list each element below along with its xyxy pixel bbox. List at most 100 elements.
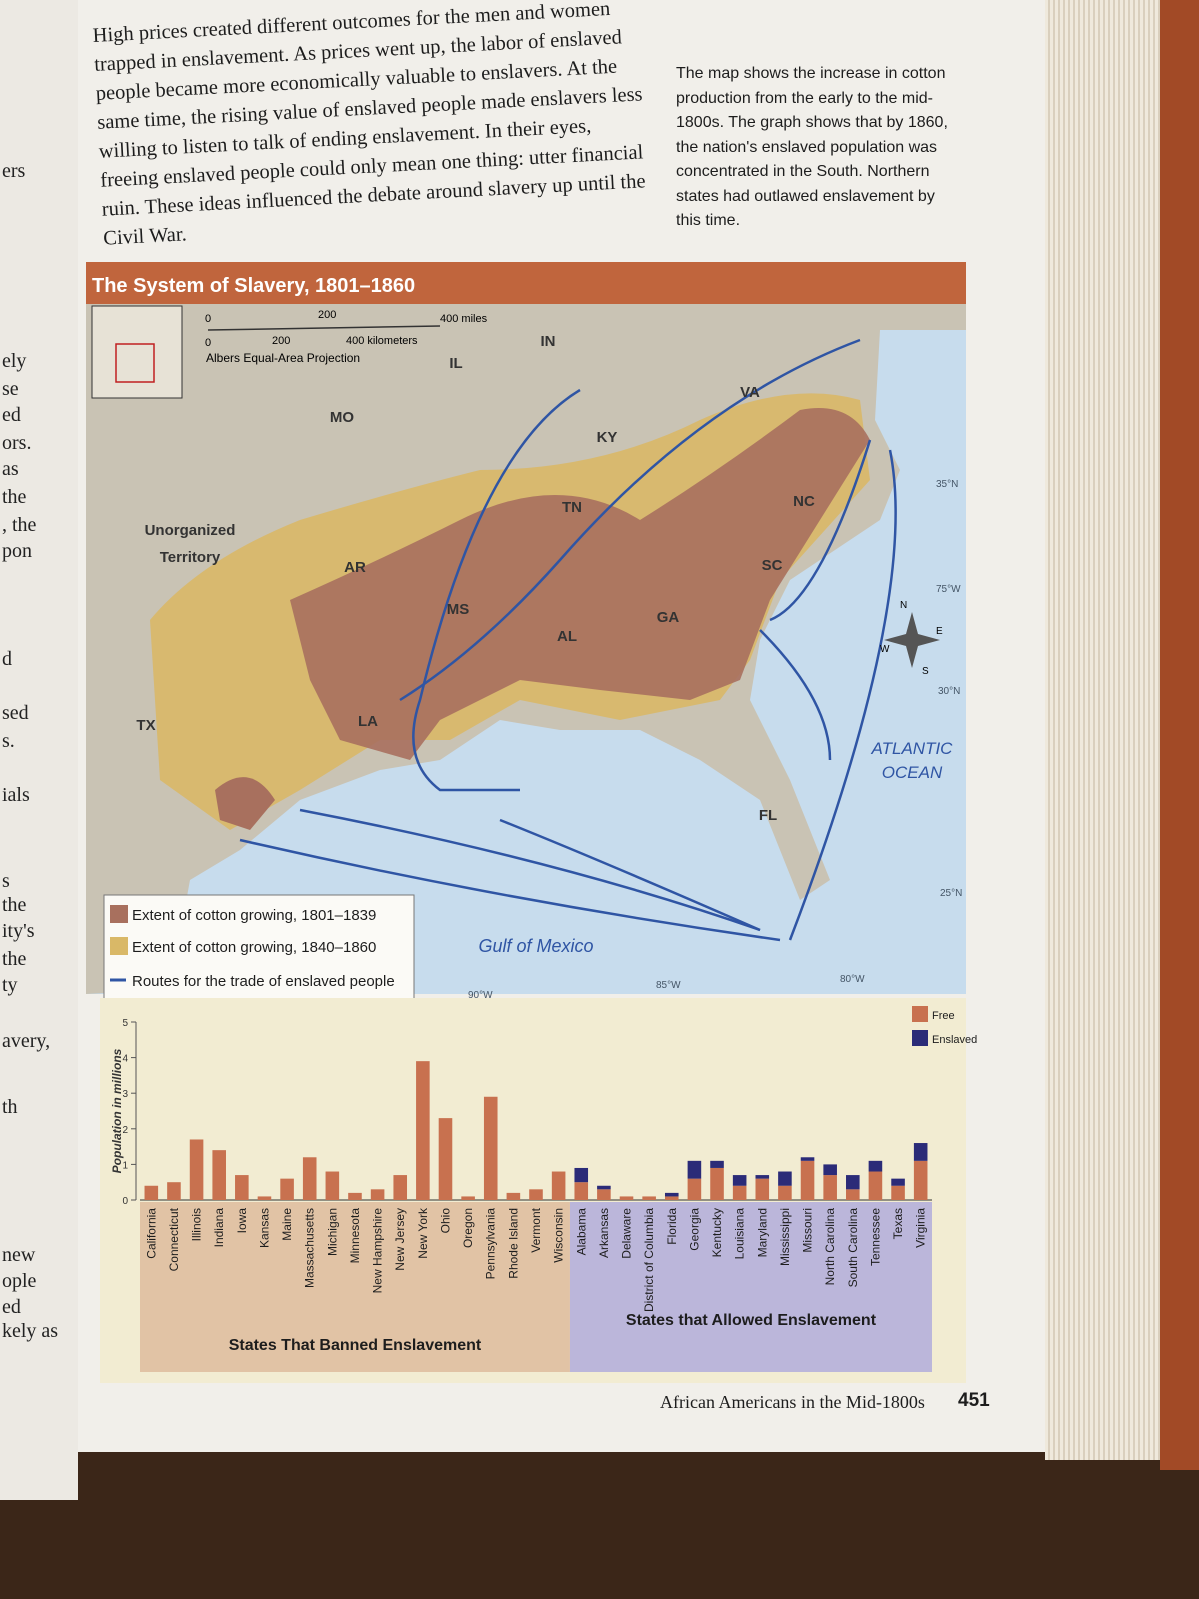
- left-page-fragment: new: [2, 1244, 36, 1266]
- left-page-fragment: ople: [2, 1270, 37, 1292]
- bar-segment: [868, 1160, 883, 1172]
- x-tick-label: Georgia: [687, 1208, 701, 1251]
- book-cover: [1160, 0, 1199, 1470]
- bar-segment: [778, 1185, 792, 1200]
- bar-segment: [642, 1196, 656, 1200]
- bar-segment: [551, 1171, 566, 1200]
- state-label: TX: [136, 717, 155, 734]
- state-label: IL: [449, 355, 462, 372]
- state-label: AL: [557, 628, 577, 645]
- left-page: ers ely se ed ors. as the, the pon d sed s. ials s th…: [0, 0, 78, 1500]
- bar-segment: [619, 1196, 634, 1200]
- bar-segment: [574, 1167, 589, 1183]
- left-page-fragment: the: [2, 948, 27, 970]
- x-tick-label: New York: [416, 1207, 430, 1259]
- state-label: FL: [759, 807, 777, 824]
- bar-segment: [416, 1061, 430, 1200]
- y-tick-label: 3: [122, 1089, 128, 1100]
- trade-routes: [239, 338, 897, 942]
- x-tick-label: Florida: [665, 1208, 679, 1245]
- x-tick-label: Tennessee: [868, 1208, 882, 1266]
- graticule-label: 30°N: [938, 686, 960, 697]
- inset-map: [91, 305, 183, 399]
- legend-box: [912, 1006, 928, 1022]
- x-tick-label: Pennsylvania: [484, 1208, 498, 1280]
- cotton-1801-1839: [290, 408, 870, 760]
- bar-segment: [235, 1175, 249, 1200]
- y-tick-label: 0: [122, 1196, 128, 1207]
- map-legend: [103, 894, 415, 1004]
- x-tick-label: Indiana: [212, 1208, 226, 1248]
- legend-swatch: [110, 937, 128, 955]
- x-tick-label: Illinois: [190, 1208, 204, 1241]
- bar-segment: [732, 1175, 747, 1186]
- legend-label: Extent of cotton growing, 1840–1860: [132, 939, 376, 956]
- left-page-fragment: s: [2, 870, 10, 892]
- legend-label: Enslaved: [932, 1034, 977, 1046]
- bar-segment: [913, 1143, 928, 1161]
- left-page-fragment: ity's: [2, 920, 35, 942]
- graticule-label: 90°W: [468, 990, 493, 1001]
- x-tick-label: New Hampshire: [371, 1208, 385, 1294]
- bar-segment: [891, 1185, 905, 1200]
- left-page-fragment: as: [2, 458, 19, 480]
- left-page-fragment: ials: [2, 784, 30, 806]
- bar-segment: [778, 1171, 792, 1186]
- gulf-label: Gulf of Mexico: [478, 936, 593, 956]
- x-tick-label: California: [144, 1208, 158, 1259]
- bar-segment: [823, 1164, 837, 1176]
- y-tick-label: 2: [122, 1125, 128, 1136]
- bar-segment: [483, 1096, 498, 1200]
- left-page-fragment: the: [2, 894, 27, 916]
- x-tick-label: Alabama: [574, 1208, 588, 1256]
- left-page-fragment: ed: [2, 404, 21, 426]
- bar-segment: [687, 1160, 702, 1179]
- x-tick-label: Kentucky: [710, 1208, 724, 1257]
- state-label: MO: [330, 409, 354, 426]
- graticule-label: 35°N: [936, 479, 958, 490]
- caption: The map shows the increase in cotton pro…: [676, 65, 948, 229]
- map: IN IL MO KY VA TN NC AR SC MS AL GA LA T…: [86, 304, 966, 1004]
- title-bar: [86, 262, 966, 304]
- scale-label: 200: [318, 309, 336, 321]
- bar-segment: [506, 1192, 521, 1200]
- x-tick-label: Louisiana: [733, 1208, 747, 1260]
- legend-label: Extent of cotton growing, 1801–1839: [132, 907, 376, 924]
- x-tick-label: Ohio: [438, 1208, 452, 1234]
- x-tick-label: Maryland: [755, 1208, 769, 1257]
- bar-segment: [370, 1189, 385, 1200]
- state-label: NC: [793, 493, 815, 510]
- left-page-fragment: ed: [2, 1296, 21, 1318]
- left-page-fragment: the: [2, 486, 27, 508]
- bar-segment: [348, 1192, 362, 1200]
- left-page-fragment: ely: [2, 350, 27, 372]
- y-tick-label: 4: [122, 1054, 128, 1065]
- state-label: TN: [562, 499, 582, 516]
- bar-segment: [664, 1196, 679, 1200]
- running-head: African Americans in the Mid-1800s: [660, 1392, 925, 1412]
- left-page-fragment: th: [2, 1096, 18, 1118]
- legend-label: Free: [932, 1010, 955, 1022]
- x-tick-label: Virginia: [914, 1208, 928, 1248]
- figure-title: The System of Slavery, 1801–1860: [92, 275, 415, 297]
- left-page-fragment: se: [2, 378, 19, 400]
- bar-segment: [891, 1178, 905, 1186]
- x-tick-label: Mississippi: [778, 1208, 792, 1266]
- bar-segment: [732, 1185, 747, 1200]
- y-tick-label: 1: [122, 1160, 128, 1171]
- state-label: AR: [344, 559, 366, 576]
- left-page-fragment: avery,: [2, 1030, 51, 1052]
- bar-segment: [597, 1185, 611, 1190]
- legend-box: [912, 1030, 928, 1046]
- x-tick-label: Rhode Island: [506, 1208, 520, 1279]
- state-label: SC: [762, 557, 783, 574]
- compass-label: N: [900, 600, 907, 611]
- scale-label: 200: [272, 335, 290, 347]
- state-label: KY: [597, 429, 618, 446]
- state-label: IN: [541, 333, 556, 350]
- graticule-label: 75°W: [936, 584, 961, 595]
- compass-label: E: [936, 626, 943, 637]
- bar-segment: [687, 1178, 702, 1200]
- x-tick-label: Minnesota: [348, 1208, 362, 1264]
